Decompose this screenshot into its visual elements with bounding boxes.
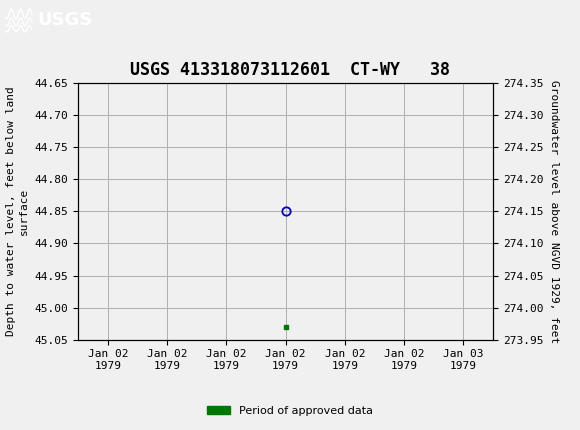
- Legend: Period of approved data: Period of approved data: [203, 401, 377, 420]
- Y-axis label: Groundwater level above NGVD 1929, feet: Groundwater level above NGVD 1929, feet: [549, 80, 559, 343]
- Text: USGS 413318073112601  CT-WY   38: USGS 413318073112601 CT-WY 38: [130, 61, 450, 79]
- Y-axis label: Depth to water level, feet below land
surface: Depth to water level, feet below land su…: [6, 86, 29, 336]
- Text: USGS: USGS: [38, 11, 93, 29]
